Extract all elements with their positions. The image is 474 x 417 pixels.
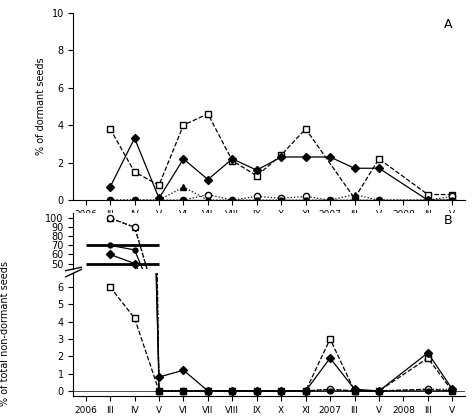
Text: % of total non-dormant seeds: % of total non-dormant seeds <box>0 261 10 406</box>
Y-axis label: % of dormant seeds: % of dormant seeds <box>36 58 46 155</box>
Text: A: A <box>444 18 453 31</box>
Text: B: B <box>444 214 453 227</box>
